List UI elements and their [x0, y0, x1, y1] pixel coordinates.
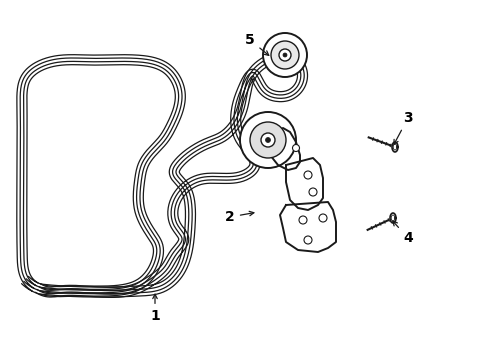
Polygon shape — [269, 128, 299, 170]
Circle shape — [261, 133, 274, 147]
Polygon shape — [280, 202, 335, 252]
Circle shape — [263, 33, 306, 77]
Polygon shape — [391, 142, 397, 152]
Circle shape — [240, 112, 295, 168]
Text: 5: 5 — [244, 33, 268, 55]
Circle shape — [279, 49, 290, 61]
Text: 3: 3 — [393, 111, 412, 144]
Polygon shape — [389, 213, 395, 223]
Circle shape — [318, 214, 326, 222]
Circle shape — [270, 41, 298, 69]
Circle shape — [298, 216, 306, 224]
Circle shape — [292, 144, 299, 152]
Text: 2: 2 — [224, 210, 253, 224]
Circle shape — [308, 188, 316, 196]
Circle shape — [304, 171, 311, 179]
Text: 1: 1 — [150, 294, 160, 323]
Circle shape — [249, 122, 285, 158]
Text: 4: 4 — [392, 221, 412, 245]
Circle shape — [304, 236, 311, 244]
Circle shape — [283, 53, 286, 57]
Polygon shape — [285, 158, 323, 210]
Circle shape — [265, 138, 270, 143]
